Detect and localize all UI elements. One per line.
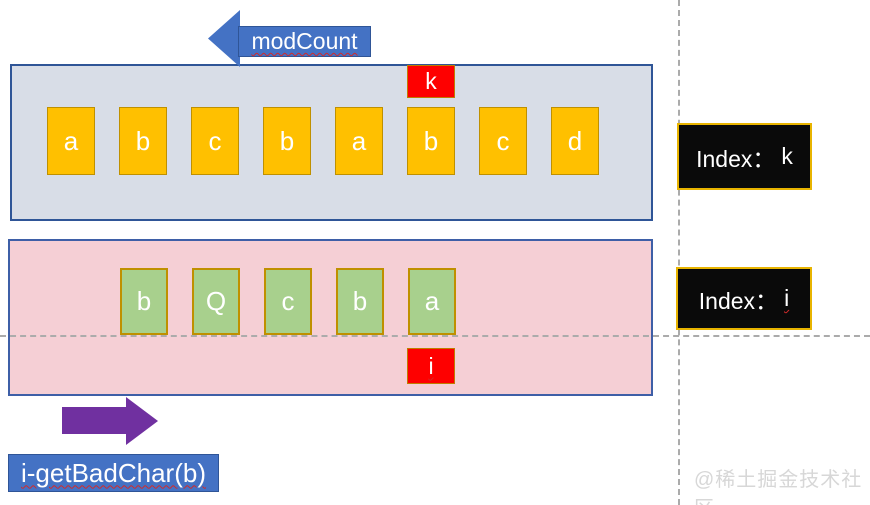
mod-count-text: modCount <box>251 28 358 54</box>
pattern-cell-3: b <box>336 268 384 335</box>
index-i-value: i <box>784 285 790 311</box>
array-cell-3: b <box>263 107 311 175</box>
marker-i: i <box>407 348 455 384</box>
array-cell-2: c <box>191 107 239 175</box>
cell-letter: d <box>567 125 583 156</box>
marker-k-letter: k <box>425 68 437 94</box>
right-arrow-icon <box>126 397 158 445</box>
pattern-panel <box>8 239 653 396</box>
pattern-cell-1: Q <box>192 268 240 335</box>
array-cell-7: d <box>551 107 599 175</box>
index-k-prefix: Index： <box>696 145 776 172</box>
cell-letter: c <box>496 125 510 156</box>
watermark: @稀土掘金技术社区 <box>694 469 863 505</box>
array-cell-1: b <box>119 107 167 175</box>
cell-letter: b <box>423 125 439 156</box>
index-k-value: k <box>781 143 793 169</box>
cell-letter: Q <box>205 286 227 316</box>
index-k-badge: Index： k <box>677 123 812 190</box>
cell-letter: a <box>424 286 440 316</box>
marker-k: k <box>407 65 455 98</box>
array-cell-4: a <box>335 107 383 175</box>
vertical-dashed-line <box>678 0 680 505</box>
index-i-prefix: Index： <box>698 287 779 314</box>
shift-formula-label: i-getBadChar(b) <box>8 454 219 492</box>
mod-count-label: modCount <box>238 26 371 57</box>
index-i-badge: Index： i <box>676 267 812 330</box>
shift-formula-text: i-getBadChar(b) <box>21 457 206 488</box>
array-cell-0: a <box>47 107 95 175</box>
cell-letter: c <box>208 125 222 156</box>
horizontal-dashed-line <box>0 335 870 337</box>
pattern-cell-2: c <box>264 268 312 335</box>
cell-letter: a <box>351 125 367 156</box>
cell-letter: a <box>63 125 79 156</box>
marker-i-letter: i <box>428 352 434 379</box>
cell-letter: b <box>279 125 295 156</box>
cell-letter: b <box>135 125 151 156</box>
text-array-panel <box>10 64 653 221</box>
cell-letter: b <box>352 286 368 316</box>
pattern-cell-4: a <box>408 268 456 335</box>
left-arrow-icon <box>208 10 240 67</box>
array-cell-5: b <box>407 107 455 175</box>
array-cell-6: c <box>479 107 527 175</box>
pattern-cell-0: b <box>120 268 168 335</box>
shift-arrow-body <box>62 407 128 434</box>
cell-letter: b <box>136 286 152 316</box>
cell-letter: c <box>281 286 295 316</box>
